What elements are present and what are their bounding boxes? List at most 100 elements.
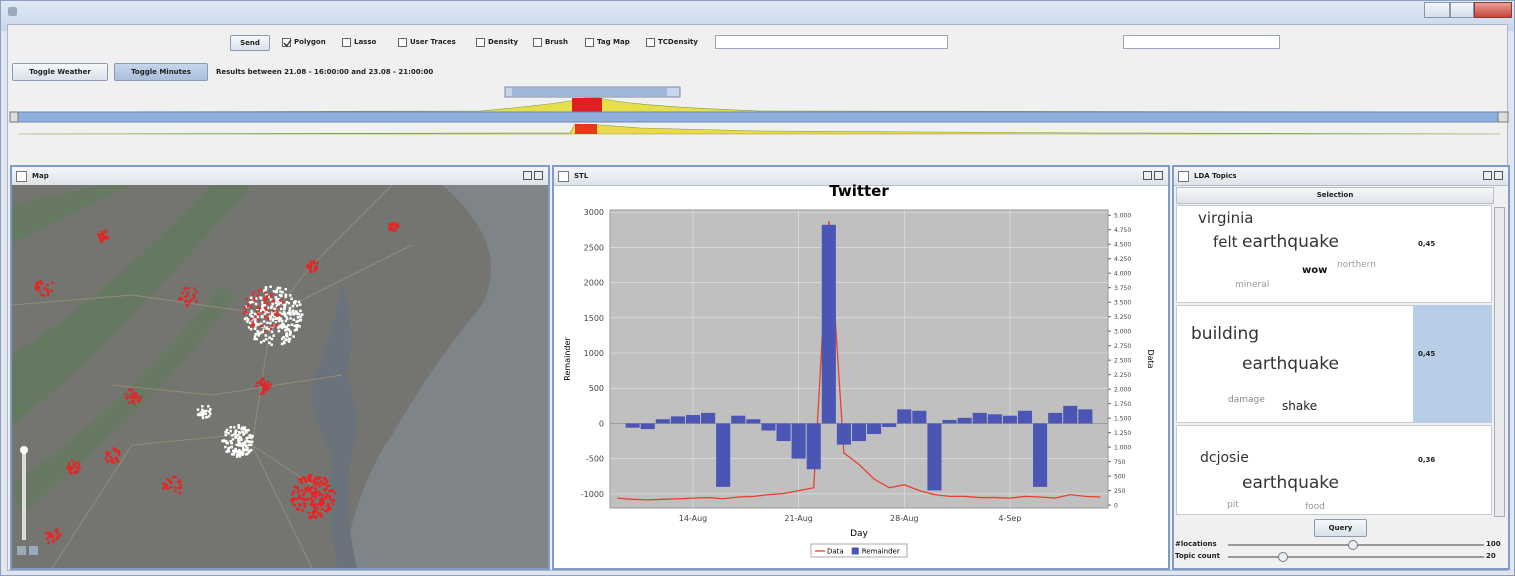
tweet-point xyxy=(237,452,241,456)
toggle-button[interactable]: Toggle Weather xyxy=(12,63,108,81)
tweet-point xyxy=(316,506,319,510)
scroll-left[interactable] xyxy=(9,111,19,123)
query-button[interactable]: Query xyxy=(1314,519,1367,537)
topic-row[interactable] xyxy=(1176,205,1492,303)
tweet-point xyxy=(276,314,279,317)
tweet-point xyxy=(238,452,242,455)
checkbox[interactable] xyxy=(476,38,485,47)
scroll-right[interactable] xyxy=(1497,111,1509,123)
topic-word: dcjosie xyxy=(1200,449,1249,466)
tweet-point xyxy=(330,489,333,492)
tweet-point xyxy=(263,303,267,307)
slider-thumb[interactable] xyxy=(1348,540,1358,550)
tweet-point xyxy=(166,487,169,490)
tweet-point xyxy=(51,281,54,284)
tweet-point xyxy=(269,327,273,331)
score-cell xyxy=(1413,305,1492,423)
tweet-point xyxy=(394,222,397,226)
tweet-point xyxy=(192,295,196,298)
tweet-point xyxy=(314,476,318,479)
tweet-point xyxy=(250,315,253,318)
tweet-point xyxy=(204,412,207,416)
topic-word: wow xyxy=(1302,265,1328,276)
minimize-button[interactable] xyxy=(1424,2,1450,18)
tweet-point xyxy=(394,228,397,232)
tweet-point xyxy=(253,312,257,316)
tweet-point xyxy=(262,325,266,328)
checkbox[interactable] xyxy=(533,38,542,47)
tweet-point xyxy=(296,497,299,501)
timeline-bar[interactable] xyxy=(9,111,1509,123)
close-button[interactable] xyxy=(1474,2,1512,18)
checkbox[interactable] xyxy=(585,38,594,47)
timeline-thumb[interactable] xyxy=(512,88,667,96)
tweet-point xyxy=(269,298,273,302)
tweet-point xyxy=(320,507,324,511)
stl-panel: STL xyxy=(552,165,1170,570)
tweet-point xyxy=(260,378,263,382)
checkbox[interactable] xyxy=(646,38,655,47)
tweet-point xyxy=(284,329,287,332)
tweet-point xyxy=(237,426,241,429)
topic-word: earthquake xyxy=(1242,231,1339,252)
topic-row[interactable] xyxy=(1176,425,1492,515)
tweet-point xyxy=(247,440,251,443)
tweet-point xyxy=(244,305,248,308)
zoom-thumb[interactable] xyxy=(20,446,28,454)
tweet-point xyxy=(250,311,254,314)
checkbox[interactable] xyxy=(398,38,407,47)
tweet-point xyxy=(113,448,117,451)
tweet-point xyxy=(259,341,263,344)
slider-track[interactable] xyxy=(1228,556,1484,558)
tweet-point xyxy=(274,321,278,324)
tweet-point xyxy=(289,317,292,320)
topic-word: pit xyxy=(1227,499,1239,510)
topic-word: shake xyxy=(1282,398,1318,413)
tweet-point xyxy=(263,380,266,384)
tweet-point xyxy=(239,450,243,454)
tweet-point xyxy=(241,430,244,434)
checkbox[interactable] xyxy=(282,38,292,48)
map[interactable] xyxy=(12,185,548,568)
tweet-point xyxy=(261,377,265,381)
tweet-point xyxy=(310,494,314,497)
tweet-point xyxy=(56,529,59,532)
tweet-point xyxy=(307,511,311,515)
tweet-point xyxy=(308,474,311,477)
scrollbar[interactable] xyxy=(1494,207,1505,517)
tweet-point xyxy=(262,297,265,300)
tweet-point xyxy=(286,328,290,331)
tweet-point xyxy=(390,226,394,229)
column-header: Selection xyxy=(1176,187,1494,204)
zoom-track[interactable] xyxy=(22,450,26,540)
tweet-point xyxy=(248,434,252,437)
tweet-point xyxy=(315,491,319,495)
tweet-point xyxy=(249,327,253,331)
tweet-point xyxy=(305,498,308,502)
tweet-point xyxy=(241,444,244,448)
checkbox[interactable] xyxy=(342,38,351,47)
zoom-out[interactable] xyxy=(17,546,26,555)
tweet-point xyxy=(278,301,281,305)
tweet-point xyxy=(309,488,312,491)
search-field[interactable] xyxy=(1123,35,1280,49)
tweet-point xyxy=(253,327,257,331)
tweet-point xyxy=(280,319,284,323)
maximize-button[interactable] xyxy=(1450,2,1474,18)
tweet-point xyxy=(190,298,193,302)
tweet-point xyxy=(136,396,139,400)
toggle-button[interactable]: Toggle Minutes xyxy=(114,63,208,81)
send-button[interactable]: Send xyxy=(230,35,270,51)
slider-thumb[interactable] xyxy=(1278,552,1288,562)
tweet-point xyxy=(117,449,121,453)
search-field[interactable] xyxy=(715,35,948,49)
topic-word: virginia xyxy=(1198,209,1254,227)
tweet-point xyxy=(43,287,46,290)
tweet-point xyxy=(282,335,285,339)
tweet-point xyxy=(265,310,268,314)
zoom-in[interactable] xyxy=(29,546,38,555)
tweet-point xyxy=(165,484,168,488)
tweet-point xyxy=(280,325,283,329)
checkbox-label: User Traces xyxy=(410,38,456,46)
tweet-point xyxy=(39,280,42,283)
